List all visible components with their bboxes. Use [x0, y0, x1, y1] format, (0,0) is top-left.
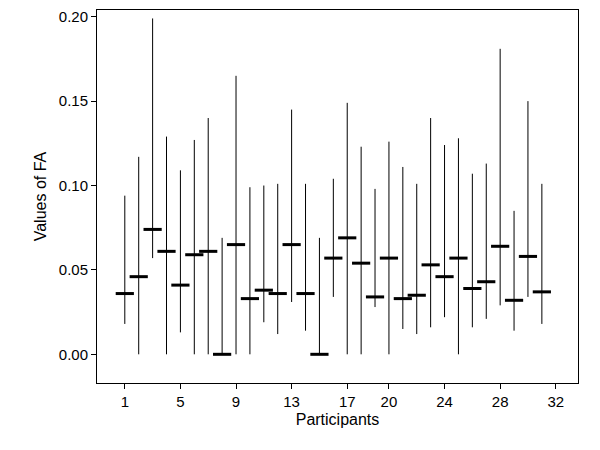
- svg-text:1: 1: [121, 393, 129, 410]
- svg-text:Values of FA: Values of FA: [32, 151, 49, 241]
- svg-text:20: 20: [381, 393, 398, 410]
- svg-text:9: 9: [232, 393, 240, 410]
- svg-text:24: 24: [436, 393, 453, 410]
- svg-text:13: 13: [283, 393, 300, 410]
- svg-text:0.15: 0.15: [59, 92, 88, 109]
- svg-text:Participants: Participants: [296, 411, 380, 428]
- svg-text:5: 5: [176, 393, 184, 410]
- svg-text:28: 28: [492, 393, 509, 410]
- svg-text:17: 17: [339, 393, 356, 410]
- svg-text:0.10: 0.10: [59, 177, 88, 194]
- svg-text:0.05: 0.05: [59, 261, 88, 278]
- svg-text:0.00: 0.00: [59, 346, 88, 363]
- svg-text:0.20: 0.20: [59, 8, 88, 25]
- svg-text:32: 32: [547, 393, 564, 410]
